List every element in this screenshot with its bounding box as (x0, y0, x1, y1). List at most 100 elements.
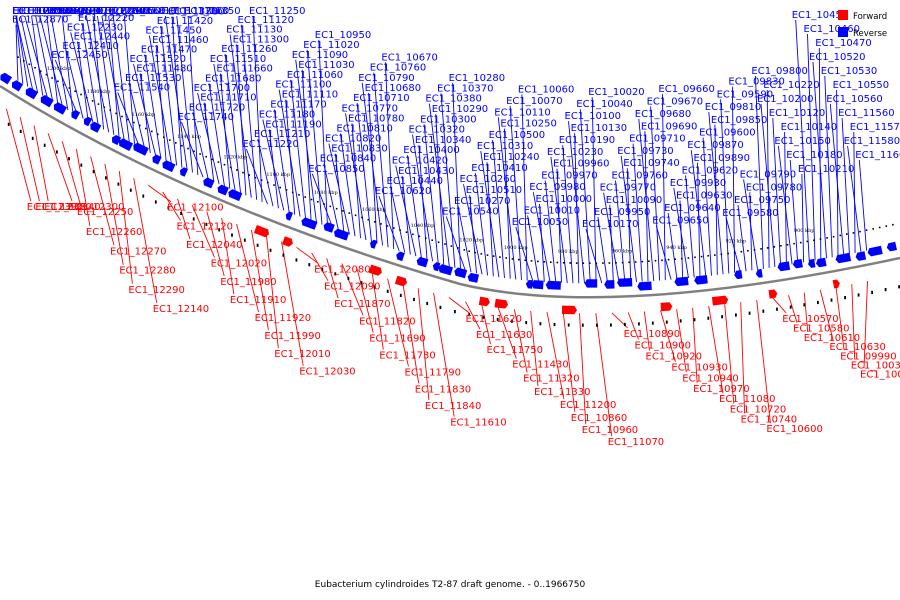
reverse-label-connector (171, 16, 183, 168)
reverse-gene-arrow (180, 167, 188, 177)
tick-dash (180, 211, 182, 215)
tick-dot (648, 260, 650, 262)
reverse-label-connector (401, 175, 411, 255)
reverse-label-connector (187, 15, 199, 175)
forward-gene-label: EC1_11620 (466, 314, 522, 325)
reverse-label-connector (708, 112, 724, 275)
reverse-gene-label: EC1_10060 (518, 85, 574, 96)
scale-tick-label: 1140 kbp (177, 134, 201, 140)
reverse-gene-label: EC1_12520 (36, 6, 92, 17)
scale-tick-label: 1020 kbp (459, 238, 483, 244)
reverse-gene-label: EC1_11060 (287, 70, 343, 81)
tick-dash (31, 136, 34, 140)
reverse-gene-arrow (71, 109, 81, 120)
tick-dash (748, 311, 751, 315)
forward-gene-label: EC1_12270 (110, 246, 166, 257)
tick-dot (492, 255, 495, 257)
tick-dot (97, 103, 100, 105)
reverse-gene-label: EC1_11130 (226, 25, 282, 36)
reverse-gene-label: EC1_12830 (13, 6, 69, 17)
reverse-gene-arrow (694, 275, 708, 285)
tick-dot (700, 255, 703, 258)
tick-dash (142, 194, 145, 198)
reverse-gene-label: EC1_11450 (145, 26, 201, 37)
reverse-gene-label: EC1_10260 (460, 174, 516, 185)
forward-gene-label: EC1_11920 (255, 313, 311, 324)
reverse-gene-label: EC1_12060 (98, 6, 154, 17)
tick-dash (334, 272, 337, 276)
tick-dot (23, 60, 25, 62)
reverse-label-connector (562, 145, 574, 284)
reverse-gene-label: EC1_09850 (711, 115, 767, 126)
forward-label-connector (627, 312, 639, 340)
reverse-label-connector (295, 59, 317, 223)
forward-gene-label: EC1_12290 (128, 285, 184, 296)
reverse-gene-label: EC1_12200 (89, 6, 145, 17)
forward-gene-label: EC1_12340 (44, 202, 100, 213)
tick-dot (760, 248, 762, 250)
forward-label-connector (643, 311, 650, 351)
reverse-gene-label: EC1_09950 (594, 207, 650, 218)
reverse-gene-label: EC1_10090 (606, 195, 662, 206)
reverse-label-connector (192, 112, 209, 180)
tick-dot (852, 232, 855, 234)
forward-gene-label: EC1_11610 (450, 418, 506, 429)
scale-ticks: 1200 kbp 1180 kbp 1160 kbp 1140 kbp 1120 kbp… (47, 66, 815, 255)
tick-dash (454, 310, 456, 314)
scale-tick-label: 1180 kbp (87, 89, 111, 95)
reverse-gene-label: EC1_09590 (717, 89, 773, 100)
reverse-label-connector (474, 173, 489, 276)
reverse-label-connector (213, 63, 236, 192)
tick-dot (145, 127, 147, 130)
tick-dot (367, 218, 370, 221)
reverse-label-connector (784, 131, 787, 266)
reverse-gene-label: EC1_11030 (298, 60, 354, 71)
reverse-label-connector (760, 103, 776, 268)
reverse-label-connector (373, 72, 389, 248)
tick-dot (562, 262, 565, 264)
tick-dash (638, 322, 640, 326)
reverse-gene-label: EC1_12240 (94, 6, 150, 17)
tick-dot (279, 186, 281, 189)
tick-dot (254, 176, 257, 179)
reverse-gene-arrow (835, 252, 852, 264)
forward-gene-label: EC1_12080 (314, 264, 370, 275)
tick-dot (463, 249, 466, 251)
tick-dot (550, 261, 552, 263)
forward-gene-label: EC1_10900 (635, 340, 691, 351)
forward-label-connector (251, 229, 269, 331)
reverse-gene-label: EC1_11420 (157, 16, 213, 27)
forward-gene-label: EC1_12020 (211, 259, 267, 270)
tick-dot (348, 212, 351, 214)
reverse-gene-arrow (808, 258, 816, 268)
reverse-label-connector (15, 24, 19, 81)
reverse-label-connector (144, 54, 162, 158)
tick-dash (525, 321, 528, 325)
tick-dots (7, 56, 900, 327)
reverse-gene-label: EC1_11570 (850, 122, 900, 133)
reverse-label-connector (252, 15, 263, 202)
reverse-gene-label: EC1_10290 (432, 104, 488, 115)
reverse-gene-arrow (323, 222, 335, 233)
forward-gene-label: EC1_10970 (693, 384, 749, 395)
reverse-gene-label: EC1_11470 (141, 45, 197, 56)
reverse-label-connector (46, 15, 59, 105)
reverse-gene-label: EC1_10560 (826, 94, 882, 105)
forward-label-connector (740, 302, 746, 414)
tick-dash (679, 319, 682, 323)
reverse-label-connector (544, 180, 557, 283)
reverse-label-connector (754, 75, 764, 269)
forward-gene-label: EC1_11320 (523, 374, 579, 385)
reverse-label-connector (20, 15, 39, 93)
reverse-gene-label: EC1_10770 (342, 103, 398, 114)
scale-tick-label: 940 kbp (666, 245, 687, 251)
reverse-gene-label: EC1_10070 (506, 96, 562, 107)
tick-dot (468, 250, 470, 252)
reverse-gene-label: EC1_10310 (477, 141, 533, 152)
reverse-gene-arrow (203, 177, 215, 189)
reverse-label-connector (685, 175, 695, 278)
reverse-label-connector (812, 61, 827, 259)
tick-dot (431, 239, 433, 241)
forward-label-connector (863, 280, 868, 369)
